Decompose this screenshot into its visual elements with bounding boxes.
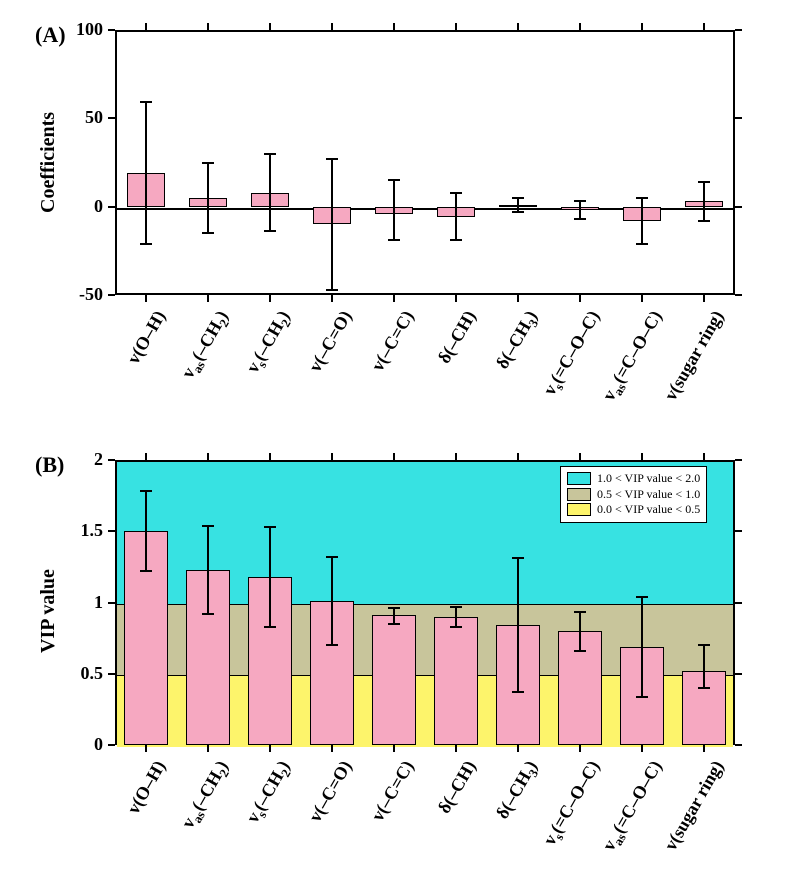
x-category-label: v(–C=C): [367, 307, 418, 375]
x-category-label: v(O–H): [123, 757, 170, 818]
x-category-label: vs(–CH2): [242, 757, 297, 828]
x-category-label: vas(=C–O–C): [598, 307, 670, 406]
panel-a-ylabel: Coefficients: [37, 111, 60, 212]
legend-swatch: [567, 472, 591, 485]
x-category-label: vas(–CH2): [177, 757, 236, 834]
x-category-label: vs(=C–O–C): [539, 307, 607, 401]
bar: [434, 617, 479, 745]
ytick-label: 50: [53, 107, 103, 128]
ytick-label: 0: [53, 734, 103, 755]
x-category-label: vas(–CH2): [177, 307, 236, 384]
legend-swatch: [567, 503, 591, 516]
x-category-label: v(sugar ring): [660, 307, 728, 404]
x-category-label: vs(–CH2): [242, 307, 297, 378]
x-category-label: v(–C=O): [304, 757, 356, 826]
ytick-label: 1: [53, 592, 103, 613]
legend-text: 1.0 < VIP value < 2.0: [597, 471, 700, 487]
x-category-label: δ(–CH): [433, 307, 480, 367]
x-category-label: vas(=C–O–C): [598, 757, 670, 856]
legend-swatch: [567, 488, 591, 501]
ytick-label: 0.5: [53, 663, 103, 684]
x-category-label: δ(–CH3): [492, 307, 545, 374]
ytick-label: -50: [53, 284, 103, 305]
x-category-label: v(–C=C): [367, 757, 418, 825]
bar: [372, 615, 417, 745]
x-category-label: v(sugar ring): [660, 757, 728, 854]
figure-root: -50050100v(O–H)vas(–CH2)vs(–CH2)v(–C=O)v…: [0, 0, 785, 896]
legend-text: 0.5 < VIP value < 1.0: [597, 487, 700, 503]
ytick-label: 1.5: [53, 520, 103, 541]
legend-text: 0.0 < VIP value < 0.5: [597, 502, 700, 518]
x-category-label: v(–C=O): [304, 307, 356, 376]
vip-legend: 1.0 < VIP value < 2.00.5 < VIP value < 1…: [560, 466, 707, 523]
x-category-label: v(O–H): [123, 307, 170, 368]
panel-b-label: (B): [35, 452, 64, 478]
panel-a-label: (A): [35, 22, 66, 48]
ytick-label: 0: [53, 196, 103, 217]
x-category-label: δ(–CH3): [492, 757, 545, 824]
panel-b-ylabel: VIP value: [37, 569, 60, 653]
x-category-label: vs(=C–O–C): [539, 757, 607, 851]
x-category-label: δ(–CH): [433, 757, 480, 817]
